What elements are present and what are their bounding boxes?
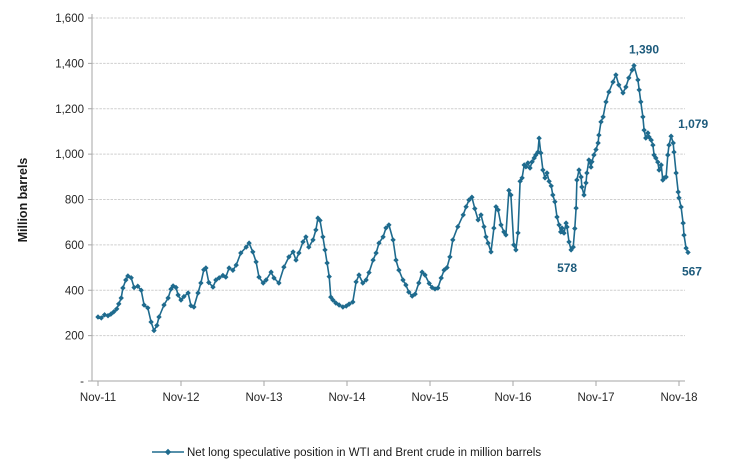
x-tick-label: Nov-17 [577, 392, 614, 404]
legend: Net long speculative position in WTI and… [152, 447, 541, 459]
x-tick-label: Nov-14 [328, 392, 366, 404]
x-tick-label: Nov-18 [660, 392, 697, 404]
data-label: 1,390 [629, 43, 659, 57]
y-axis-title: Million barrels [16, 158, 30, 243]
legend-marker-diamond [164, 448, 172, 456]
data-labels: 1,390 1,079 578 567 [557, 43, 708, 279]
y-axis-tick-labels: 1,600 1,400 1,200 1,000 800 600 400 200 - [55, 13, 84, 388]
y-tick-label: 800 [65, 195, 84, 207]
series-line [97, 64, 689, 332]
y-tick-label: 1,000 [55, 149, 84, 161]
x-tick-label: Nov-15 [411, 392, 448, 404]
x-tick-label: Nov-11 [80, 392, 116, 404]
y-tick-label: 200 [65, 331, 84, 343]
gridlines [92, 17, 685, 337]
data-label: 578 [557, 261, 577, 275]
x-tick-label: Nov-13 [245, 392, 282, 404]
y-tick-label: 1,600 [55, 13, 84, 25]
data-label: 567 [682, 264, 702, 278]
y-tick-label: 1,400 [55, 58, 84, 70]
y-tick-label: 1,200 [55, 104, 84, 116]
series-markers [95, 62, 691, 334]
x-axis-tick-labels: Nov-11 Nov-12 Nov-13 Nov-14 Nov-15 Nov-16 Nov-… [80, 392, 698, 404]
y-tick-label: 600 [65, 240, 84, 252]
data-series [95, 62, 691, 334]
y-tick-label: 400 [65, 285, 84, 297]
y-tick-label: - [80, 376, 84, 388]
axes [88, 14, 685, 386]
x-tick-label: Nov-12 [162, 392, 199, 404]
legend-label: Net long speculative position in WTI and… [187, 447, 541, 459]
x-tick-label: Nov-16 [494, 392, 531, 404]
data-label: 1,079 [678, 117, 708, 131]
